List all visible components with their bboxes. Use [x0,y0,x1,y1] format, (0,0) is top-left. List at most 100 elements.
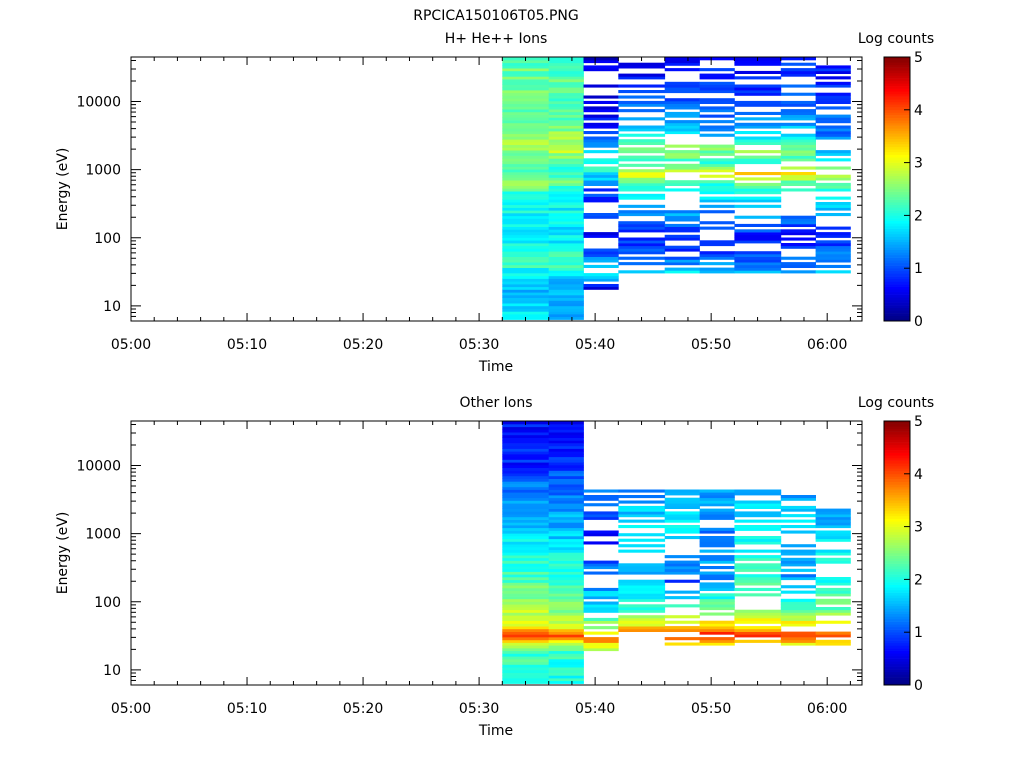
heatmap-cell [618,128,666,132]
heatmap-cell [548,292,584,296]
heatmap-cell [815,522,851,526]
heatmap-cell [618,628,666,632]
heatmap-cell [583,253,619,257]
x-tick-label: 05:30 [459,701,499,717]
colorbar-swatch [884,315,910,319]
heatmap-cell [664,111,700,115]
colorbar-swatch [884,592,910,596]
heatmap-cell [502,473,550,477]
heatmap-cell [502,596,550,600]
heatmap-cell [548,522,584,526]
heatmap-cell [664,615,700,619]
heatmap-cell [734,100,782,104]
heatmap-cell [548,289,584,293]
heatmap-cell [618,221,666,225]
heatmap-cell [548,596,584,600]
heatmap-cell [548,653,584,657]
heatmap-cell [502,286,550,290]
heatmap-cell [780,117,816,121]
heatmap-cell [548,73,584,77]
heatmap-cell [815,270,851,274]
heatmap-cell [815,634,851,638]
heatmap-cell [699,152,735,156]
heatmap-cell [734,609,782,613]
heatmap-cell [618,141,666,145]
heatmap-cell [664,84,700,88]
heatmap-cell [699,500,735,504]
heatmap-cell [548,456,584,460]
heatmap-cell [583,136,619,140]
y-axis-label: Energy (eV) [55,148,71,231]
heatmap-cell [699,549,735,553]
heatmap-cell [548,648,584,652]
heatmap-cell [699,221,735,225]
heatmap-cell [815,177,851,181]
heatmap-cell [699,508,735,512]
colorbar-swatch [884,83,910,87]
heatmap-cell [548,424,584,428]
heatmap-cell [548,185,584,189]
colorbar-swatch [884,508,910,512]
heatmap-cell [548,180,584,184]
x-tick-label: 06:00 [807,701,847,717]
heatmap-cell [502,79,550,83]
heatmap-cell [502,109,550,113]
heatmap-cell [618,587,666,591]
heatmap-cell [618,495,666,499]
heatmap-cell [618,237,666,241]
heatmap-cell [734,76,782,80]
heatmap-cell [502,456,550,460]
heatmap-cell [618,169,666,173]
heatmap-cell [548,166,584,170]
colorbar-tick-label: 5 [914,414,923,430]
heatmap-cell [548,114,584,118]
colorbar-swatch [884,291,910,295]
heatmap-cell [502,467,550,471]
heatmap-cell [548,448,584,452]
heatmap-cell [548,100,584,104]
heatmap-cells [502,421,851,684]
heatmap-cell [502,585,550,589]
x-tick-label: 05:50 [691,337,731,353]
heatmap-cell [618,533,666,537]
heatmap-cell [502,292,550,296]
heatmap-cell [502,574,550,578]
heatmap-cell [502,300,550,304]
heatmap-cell [502,620,550,624]
heatmap-cell [734,204,782,208]
heatmap-cell [618,90,666,94]
heatmap-cell [502,218,550,222]
colorbar-swatch [884,492,910,496]
heatmap-cell [502,270,550,274]
heatmap-cell [780,136,816,140]
heatmap-cell [502,448,550,452]
colorbar-swatch [884,165,910,169]
colorbar-swatch [884,138,910,142]
heatmap-cell [780,601,816,605]
heatmap-cell [664,511,700,515]
heatmap-cell [502,593,550,597]
heatmap-cell [502,484,550,488]
heatmap-cell [583,514,619,518]
heatmap-cell [583,530,619,534]
heatmap-cell [548,533,584,537]
heatmap-cell [699,120,735,124]
heatmap-cell [502,210,550,214]
heatmap-cell [664,503,700,507]
heatmap-cell [548,131,584,135]
heatmap-cell [815,245,851,249]
heatmap-cell [699,182,735,186]
heatmap-cell [548,505,584,509]
colorbar-swatch [884,439,910,443]
colorbar-swatch [884,473,910,477]
colorbar: 0 1 2 3 4 5 [883,50,923,330]
heatmap-cell [548,620,584,624]
heatmap-cell [664,596,700,600]
heatmap-cell [815,136,851,140]
colorbar-swatch [884,423,910,427]
heatmap-cell [815,253,851,257]
heatmap-cell [699,98,735,102]
heatmap-cell [548,111,584,115]
heatmap-cell [548,525,584,529]
heatmap-cell [699,226,735,230]
